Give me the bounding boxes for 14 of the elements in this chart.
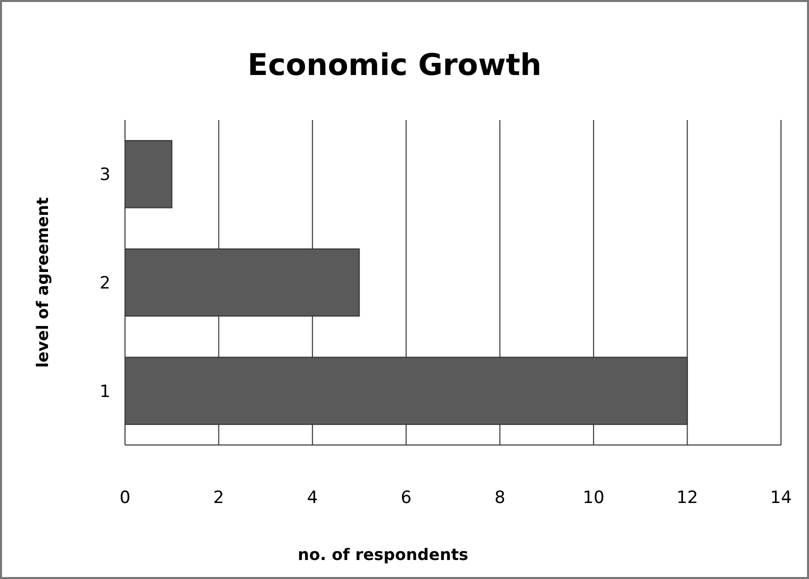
x-tick-label: 10: [582, 488, 604, 508]
chart-title: Economic Growth: [247, 48, 542, 83]
y-tick-label: 3: [100, 165, 110, 186]
x-tick-label: 6: [400, 488, 412, 508]
x-tick-label: 12: [676, 488, 698, 508]
y-tick-label: 1: [100, 382, 110, 402]
x-tick-label: 2: [213, 488, 224, 508]
x-axis-title: no. of respondents: [298, 545, 468, 564]
x-tick-label: 8: [494, 488, 506, 508]
y-axis-title: level of agreement: [33, 196, 52, 368]
x-tick-label: 0: [120, 488, 130, 508]
x-tick-label: 4: [307, 488, 318, 508]
x-tick-label: 14: [770, 488, 792, 508]
y-tick-label: 2: [100, 274, 110, 294]
